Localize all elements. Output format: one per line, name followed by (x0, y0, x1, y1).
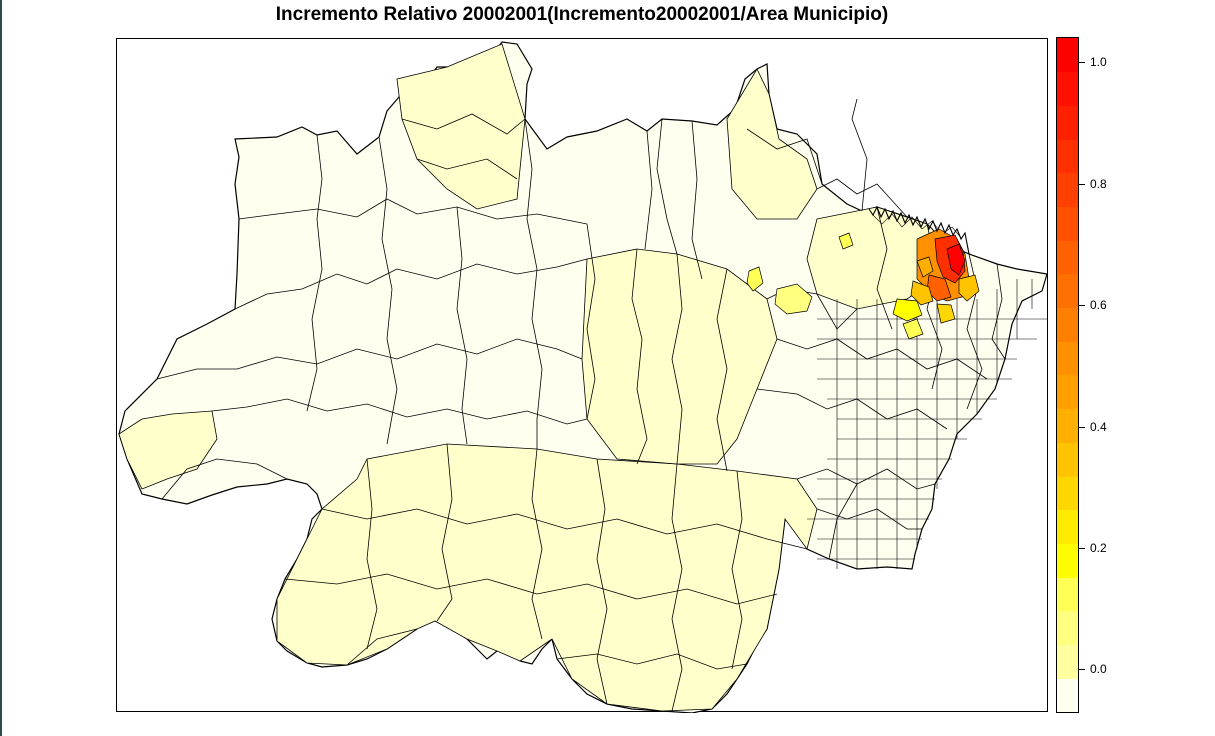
legend-tick-label: 1.0 (1090, 55, 1107, 69)
coastline-detail (868, 205, 970, 255)
legend-color-band (1057, 375, 1078, 410)
legend-color-band (1057, 71, 1078, 106)
legend-tick-mark (1079, 427, 1085, 428)
legend-tick-label: 0.2 (1090, 541, 1107, 555)
legend-color-band (1057, 206, 1078, 241)
legend-color-band (1057, 610, 1078, 646)
legend-color-band (1057, 543, 1078, 578)
legend-color-band (1057, 307, 1078, 342)
legend-color-band (1057, 273, 1078, 309)
legend-color-band (1057, 139, 1078, 174)
western-patch (118, 410, 218, 490)
legend-tick-mark (1079, 62, 1085, 63)
central-patch (581, 248, 778, 465)
legend-color-band (1057, 678, 1078, 712)
legend-tick-mark (1079, 305, 1085, 306)
legend-tick-label: 0.6 (1090, 298, 1107, 312)
legend-tick-mark (1079, 548, 1085, 549)
legend-tick-label: 0.4 (1090, 420, 1107, 434)
legend-color-band (1057, 577, 1078, 612)
legend-color-band (1057, 408, 1078, 443)
map-title: Incremento Relativo 20002001(Incremento2… (275, 4, 889, 25)
north-patch-2 (726, 68, 818, 220)
legend-color-band (1057, 38, 1078, 73)
legend-color-band (1057, 476, 1078, 511)
eastern-dense-grid (807, 213, 1047, 569)
color-scale-bar (1056, 37, 1079, 713)
legend-color-band (1057, 509, 1078, 544)
legend-color-band (1057, 172, 1078, 207)
legend-color-band (1057, 105, 1078, 140)
southern-belt (276, 443, 818, 712)
legend-color-band (1057, 644, 1078, 679)
legend-color-band (1057, 240, 1078, 275)
legend-color-band (1057, 442, 1078, 477)
window-edge (0, 0, 2, 736)
legend-tick-label: 0.0 (1090, 662, 1107, 676)
hotspot-cluster (746, 228, 980, 340)
legend-tick-mark (1079, 669, 1085, 670)
legend-color-band (1057, 341, 1078, 376)
legend-tick-label: 0.8 (1090, 177, 1107, 191)
north-patch-1 (396, 43, 526, 210)
legend-tick-mark (1079, 184, 1085, 185)
choropleth-map (118, 41, 1048, 713)
map-frame (116, 38, 1048, 713)
